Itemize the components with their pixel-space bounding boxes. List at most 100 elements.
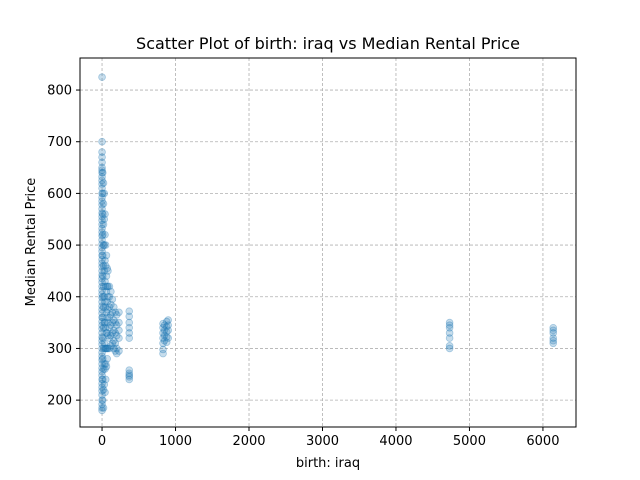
data-point — [98, 168, 107, 177]
data-point — [112, 311, 121, 319]
data-point — [99, 323, 108, 332]
data-point — [549, 329, 558, 337]
data-point — [159, 349, 167, 358]
data-point — [99, 344, 108, 353]
y-tick-label: 500 — [47, 239, 72, 254]
data-point — [111, 318, 120, 327]
data-point — [98, 184, 106, 193]
data-point — [445, 321, 454, 329]
data-point — [160, 321, 169, 329]
data-point — [98, 313, 107, 322]
data-point — [125, 334, 134, 342]
data-point — [101, 241, 110, 249]
data-point — [98, 360, 106, 368]
data-point — [99, 241, 108, 249]
data-point — [103, 282, 111, 291]
data-point — [112, 321, 121, 329]
data-point — [125, 373, 134, 381]
data-point — [98, 400, 106, 409]
data-point — [98, 212, 106, 221]
data-point — [102, 308, 111, 317]
data-point — [98, 205, 106, 213]
data-point — [107, 300, 115, 309]
data-point — [445, 342, 454, 350]
data-point — [98, 216, 106, 225]
data-point — [98, 313, 106, 322]
data-point — [98, 176, 106, 185]
data-point — [125, 323, 134, 332]
data-point — [549, 336, 558, 345]
data-point — [100, 189, 109, 198]
data-point — [98, 406, 106, 415]
data-point — [99, 365, 108, 373]
data-point — [98, 228, 106, 236]
data-point — [105, 282, 114, 291]
data-point — [98, 371, 106, 380]
data-point — [162, 338, 171, 347]
data-point — [99, 282, 108, 291]
data-point — [101, 344, 109, 353]
data-point — [110, 303, 118, 311]
data-point — [101, 256, 109, 265]
data-point — [103, 313, 111, 322]
data-point — [111, 329, 120, 337]
data-point — [101, 298, 109, 306]
data-point — [103, 264, 111, 273]
data-point — [105, 292, 114, 301]
data-point — [108, 308, 117, 317]
data-point — [102, 344, 111, 353]
data-point — [98, 336, 106, 345]
data-point — [105, 334, 114, 342]
data-point — [98, 396, 107, 404]
data-point — [164, 334, 172, 342]
data-point — [98, 251, 106, 260]
data-point — [98, 354, 107, 363]
data-point — [100, 292, 109, 301]
data-point — [100, 215, 109, 224]
data-point — [99, 303, 108, 311]
data-point — [98, 230, 107, 239]
data-point — [445, 329, 454, 337]
data-point — [98, 383, 106, 392]
data-point — [107, 287, 115, 296]
plot-area-frame — [79, 57, 577, 428]
data-point — [111, 308, 120, 317]
data-point — [98, 262, 106, 271]
data-point — [159, 345, 167, 354]
data-point — [100, 267, 109, 275]
data-point — [160, 326, 169, 335]
data-point — [549, 339, 558, 348]
data-point — [98, 404, 106, 412]
data-point — [101, 323, 110, 332]
data-point — [98, 73, 106, 81]
x-tick-label: 1000 — [159, 434, 192, 449]
data-point — [162, 328, 171, 336]
data-point — [98, 180, 106, 188]
data-point — [99, 404, 108, 412]
data-point — [125, 366, 134, 374]
data-point — [99, 179, 108, 187]
data-point — [98, 282, 106, 291]
data-point — [107, 321, 115, 329]
data-point — [98, 240, 106, 248]
data-point — [445, 334, 454, 342]
data-point — [98, 329, 106, 337]
data-point — [101, 230, 109, 239]
data-point — [98, 375, 106, 384]
data-point — [159, 319, 167, 328]
data-point — [98, 379, 106, 388]
data-point — [98, 251, 107, 260]
data-point — [98, 274, 106, 283]
data-point — [98, 333, 106, 341]
data-point — [112, 344, 121, 353]
data-point — [98, 267, 106, 275]
data-point — [162, 322, 171, 331]
y-tick-label: 400 — [47, 290, 72, 305]
data-point — [108, 318, 117, 327]
data-point — [101, 375, 110, 384]
data-point — [112, 349, 121, 358]
data-point — [115, 326, 123, 335]
data-point — [98, 163, 106, 172]
data-point — [164, 321, 172, 329]
data-point — [98, 356, 106, 364]
